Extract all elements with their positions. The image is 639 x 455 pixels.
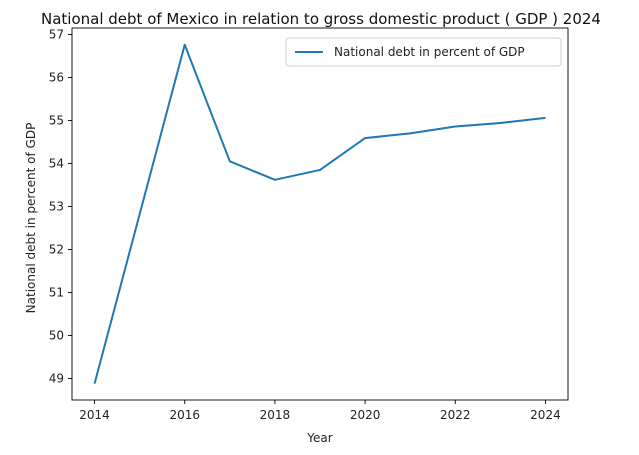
- x-axis-label: Year: [306, 431, 332, 445]
- legend-label: National debt in percent of GDP: [334, 45, 525, 59]
- series-line: [93, 43, 546, 384]
- x-tick-label: 2020: [350, 408, 381, 422]
- y-tick-label: 51: [49, 285, 64, 299]
- x-tick-label: 2024: [530, 408, 561, 422]
- y-tick-label: 49: [49, 371, 64, 385]
- plot-area: [71, 27, 569, 401]
- x-tick-label: 2022: [440, 408, 471, 422]
- y-tick-label: 52: [49, 242, 64, 256]
- y-axis-label: National debt in percent of GDP: [24, 123, 38, 314]
- y-tick-label: 54: [49, 156, 64, 170]
- x-tick-label: 2014: [79, 408, 110, 422]
- legend-box: [285, 37, 562, 67]
- series-layer: [93, 43, 546, 384]
- y-tick-label: 50: [49, 328, 64, 342]
- y-tick-label: 57: [49, 27, 64, 41]
- legend: National debt in percent of GDP: [285, 37, 562, 67]
- y-tick-label: 56: [49, 70, 64, 84]
- x-tick-label: 2018: [260, 408, 291, 422]
- x-axis: 2014 2016 2018 2020 2022 2024: [79, 400, 561, 422]
- y-tick-label: 53: [49, 199, 64, 213]
- y-tick-label: 55: [49, 113, 64, 127]
- y-axis: 49 50 51 52 53 54 55 56 57: [49, 27, 72, 385]
- chart-title: National debt of Mexico in relation to g…: [41, 10, 601, 28]
- x-tick-label: 2016: [169, 408, 200, 422]
